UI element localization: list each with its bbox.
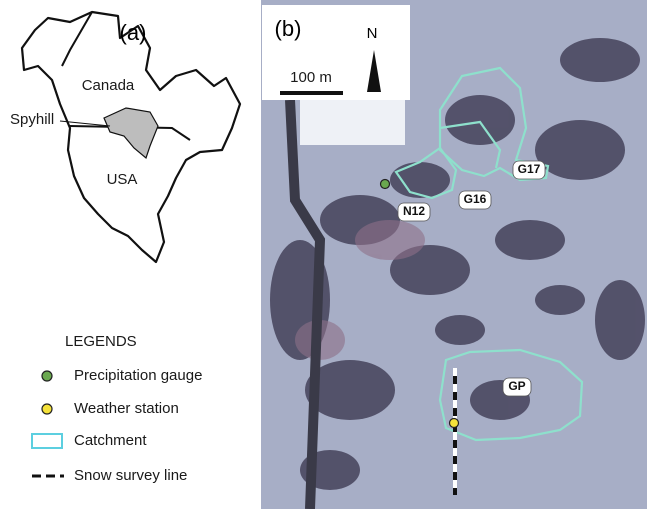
station-symbol — [42, 404, 52, 414]
catchment-label: G16 — [464, 192, 487, 206]
place-label: Spyhill — [10, 111, 54, 128]
legend-label: Catchment — [74, 432, 147, 449]
legend-label: Snow survey line — [74, 467, 187, 484]
place-label: USA — [107, 171, 138, 188]
legend-title: LEGENDS — [65, 333, 137, 350]
legend: LEGENDS Precipitation gauge Weather stat… — [32, 333, 202, 484]
catchment-label: GP — [508, 379, 525, 393]
catchment-label: G17 — [518, 162, 541, 176]
place-label: Canada — [82, 77, 135, 94]
pond — [300, 100, 405, 145]
panel-b: (b) N 100 m G17 N12 G16 GP — [261, 0, 647, 509]
scale-label: 100 m — [290, 69, 332, 86]
legend-label: Weather station — [74, 400, 179, 417]
panel-a: (a) Canada Spyhill USA — [10, 12, 240, 262]
panel-label: (a) — [120, 20, 147, 45]
weather-station — [450, 419, 459, 428]
catchment-symbol — [32, 434, 62, 448]
panel-label: (b) — [275, 16, 302, 41]
catchment-label: N12 — [403, 204, 425, 218]
north-label: N — [367, 25, 378, 42]
gauge-symbol — [42, 371, 52, 381]
legend-label: Precipitation gauge — [74, 367, 202, 384]
precipitation-gauge — [381, 180, 390, 189]
figure: (a) Canada Spyhill USA LEGENDS Precipita… — [0, 0, 647, 509]
